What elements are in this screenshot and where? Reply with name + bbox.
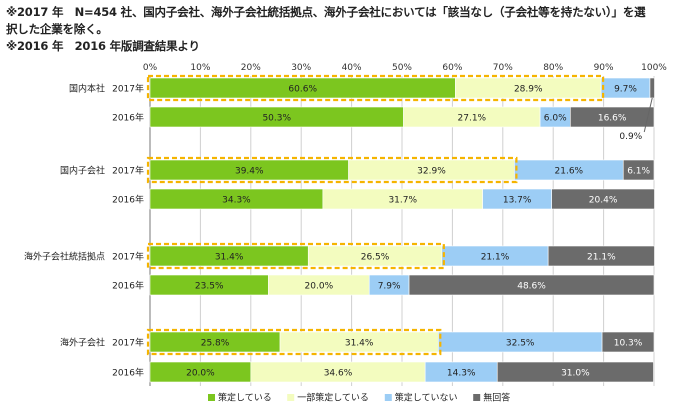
data-label: 28.9% <box>514 85 543 95</box>
data-label: 34.3% <box>222 196 251 206</box>
bar-segment <box>622 159 655 181</box>
x-tick-label: 100% <box>641 63 667 73</box>
header-note-line-3: ※2016 年 2016 年版調査結果より <box>6 39 200 53</box>
data-label: 21.1% <box>587 253 616 263</box>
group-label: 海外子会社統括拠点 <box>24 251 105 263</box>
data-label: 31.7% <box>388 196 417 206</box>
data-label: 31.4% <box>215 253 244 263</box>
data-label: 48.6% <box>517 282 546 292</box>
annotation-leader-line <box>643 97 653 133</box>
year-label: 2017年 <box>112 83 144 95</box>
bar-segment <box>551 188 655 210</box>
year-label: 2016年 <box>112 280 144 292</box>
x-tick-label: 60% <box>442 63 462 73</box>
legend-swatch <box>384 394 392 401</box>
data-label: 21.6% <box>555 167 584 177</box>
x-tick-label: 50% <box>392 63 412 73</box>
highlight-box <box>146 74 605 102</box>
year-label: 2016年 <box>112 367 144 379</box>
data-label: 31.0% <box>561 369 590 379</box>
bar-segment <box>570 106 655 128</box>
year-label: 2017年 <box>112 165 144 177</box>
bar-segment <box>547 245 655 267</box>
data-label: 32.5% <box>506 339 535 349</box>
legend-swatch <box>287 394 295 401</box>
data-label: 23.5% <box>195 282 224 292</box>
data-label: 6.0% <box>544 114 567 124</box>
x-tick-label: 10% <box>190 63 210 73</box>
bar-segment <box>408 274 655 296</box>
data-label: 26.5% <box>361 253 390 263</box>
year-label: 2017年 <box>112 337 144 349</box>
legend-swatch <box>473 394 481 401</box>
x-tick-label: 80% <box>543 63 563 73</box>
x-tick-label: 30% <box>291 63 311 73</box>
data-label: 6.1% <box>627 167 650 177</box>
x-tick-label: 20% <box>241 63 261 73</box>
data-label: 50.3% <box>262 114 291 124</box>
data-label: 20.4% <box>589 196 618 206</box>
data-label: 13.7% <box>503 196 532 206</box>
highlight-box <box>146 156 518 184</box>
data-label: 16.6% <box>598 114 627 124</box>
x-tick-label: 70% <box>493 63 513 73</box>
legend-label: 策定している <box>218 392 272 404</box>
year-label: 2016年 <box>112 112 144 124</box>
data-label: 20.0% <box>186 369 215 379</box>
highlight-box <box>146 242 445 270</box>
x-tick-label: 40% <box>342 63 362 73</box>
header-note-line-2: 択した企業を除く。 <box>6 22 108 36</box>
header-note-line-1: ※2017 年 N=454 社、国内子会社、海外子会社統括拠点、海外子会社におい… <box>6 5 646 19</box>
bar-segment <box>496 361 654 383</box>
highlight-box <box>146 328 442 356</box>
annotation-label: 0.9% <box>619 132 642 142</box>
legend-label: 無回答 <box>483 392 510 404</box>
data-label: 21.1% <box>481 253 510 263</box>
year-label: 2017年 <box>112 251 144 263</box>
group-label: 国内子会社 <box>60 165 105 177</box>
data-label: 9.7% <box>614 85 637 95</box>
x-tick-label: 90% <box>594 63 614 73</box>
bar-segment <box>649 77 655 99</box>
data-label: 7.9% <box>378 282 401 292</box>
legend-label: 一部策定している <box>297 392 369 404</box>
data-label: 14.3% <box>447 369 476 379</box>
bar-segment <box>601 331 655 353</box>
data-label: 32.9% <box>417 167 446 177</box>
legend-label: 策定していない <box>395 392 458 404</box>
data-label: 10.3% <box>614 339 643 349</box>
legend-swatch <box>208 394 215 401</box>
data-label: 31.4% <box>345 339 374 349</box>
data-label: 27.1% <box>458 114 487 124</box>
data-label: 34.6% <box>324 369 353 379</box>
data-label: 25.8% <box>201 339 230 349</box>
x-tick-label: 0% <box>143 63 158 73</box>
data-label: 20.0% <box>305 282 334 292</box>
group-label: 国内本社 <box>69 83 105 95</box>
data-label: 60.6% <box>288 85 317 95</box>
data-label: 39.4% <box>235 167 264 177</box>
year-label: 2016年 <box>112 194 144 206</box>
group-label: 海外子会社 <box>60 337 105 349</box>
